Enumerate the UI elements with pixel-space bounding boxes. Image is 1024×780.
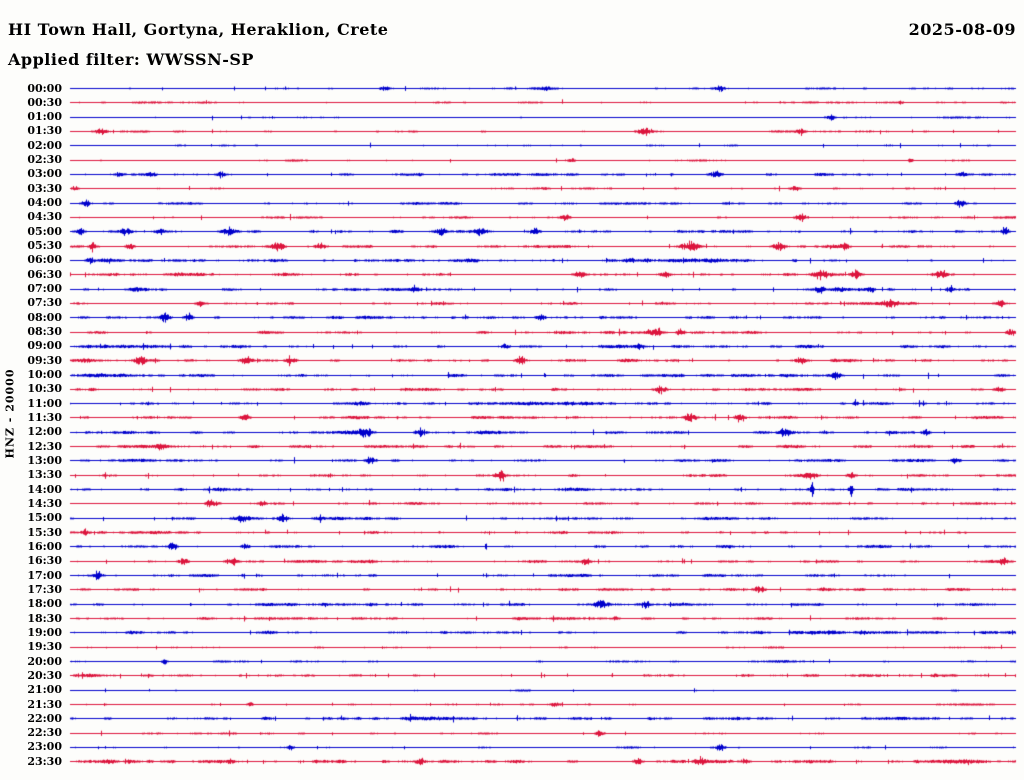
helicorder-page: { "header": { "station_title": "HI Town …: [0, 0, 1024, 780]
helicorder-traces-canvas: [0, 0, 1024, 780]
